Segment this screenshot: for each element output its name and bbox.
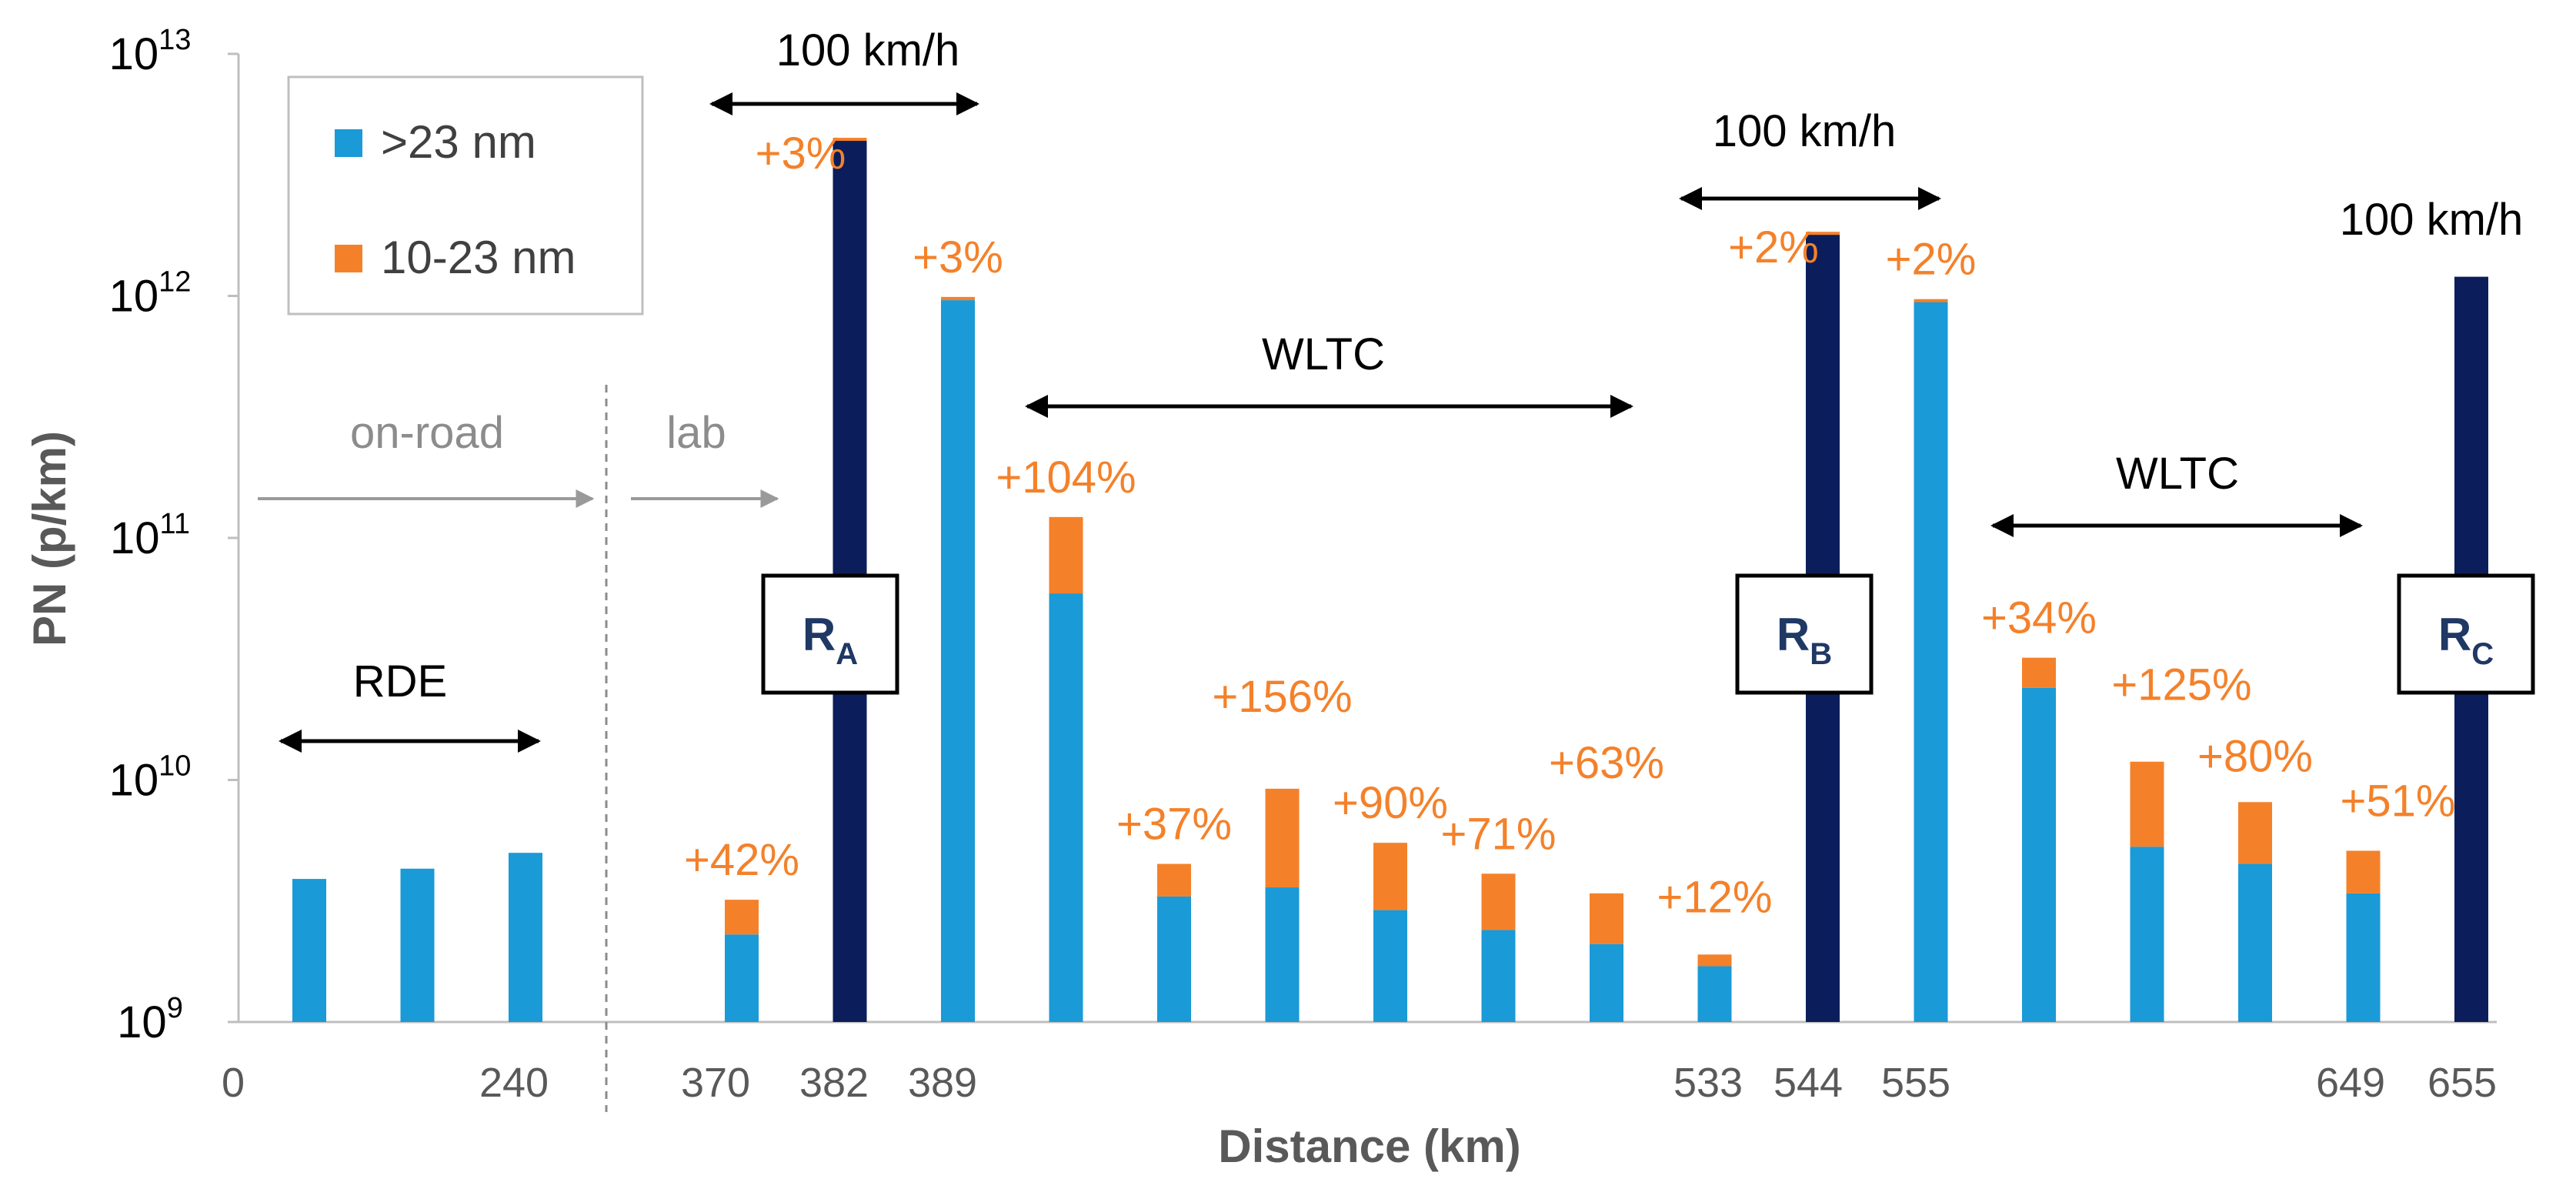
legend-box xyxy=(287,75,644,316)
bar-10-23nm xyxy=(2022,657,2056,688)
wltc-label-1: WLTC xyxy=(1262,329,1385,379)
percent-labels-group: +42% +3% +3% +104% +37% +156% +90%+71% +63% +12%… xyxy=(684,129,2455,922)
bar-10-23nm xyxy=(1157,863,1191,897)
x-tick-label: 544 xyxy=(1774,1060,1843,1106)
bar-over-23nm xyxy=(292,879,326,1022)
svg-text:RA: RA xyxy=(802,609,858,671)
regen-sub: A xyxy=(836,637,858,671)
bar-10-23nm xyxy=(2346,850,2381,893)
bar-over-23nm xyxy=(1590,944,1623,1022)
percent-label: +3% xyxy=(913,232,1003,282)
x-axis-title: Distance (km) xyxy=(1218,1121,1520,1172)
bar-10-23nm xyxy=(1373,843,1407,910)
bar-10-23nm xyxy=(833,138,867,142)
regen-sub: B xyxy=(1810,637,1832,671)
percent-label: +90% xyxy=(1333,778,1448,828)
x-tick-label: 649 xyxy=(2316,1060,2385,1106)
bar-over-23nm xyxy=(725,934,759,1022)
bar-10-23nm xyxy=(1914,299,1948,302)
y-axis-title: PN (p/km) xyxy=(24,431,75,646)
regen-box-b: RB xyxy=(1735,573,1874,695)
legend: >23 nm 10-23 nm xyxy=(287,75,644,316)
percent-label: +156% xyxy=(1212,672,1352,722)
bar-over-23nm xyxy=(1481,930,1516,1022)
x-tick-label: 655 xyxy=(2428,1060,2497,1106)
lab-label: lab xyxy=(666,408,726,458)
x-tick-label: 240 xyxy=(479,1060,549,1106)
bar-10-23nm xyxy=(941,296,975,301)
svg-text:RB: RB xyxy=(1777,609,1832,671)
svg-text:RC: RC xyxy=(2438,609,2494,671)
y-tick-label: 109 xyxy=(117,992,183,1047)
percent-label: +12% xyxy=(1657,872,1773,922)
x-tick-label: 382 xyxy=(799,1060,869,1106)
x-tick-label: 0 xyxy=(222,1060,245,1106)
bar-10-23nm xyxy=(2130,761,2164,847)
x-tick-label: 555 xyxy=(1881,1060,1950,1106)
regen-box-a: RA xyxy=(761,573,899,695)
percent-label: +2% xyxy=(1728,222,1819,272)
bar-over-23nm xyxy=(2022,687,2056,1022)
on-road-label: on-road xyxy=(350,408,504,458)
bar-10-23nm xyxy=(1697,954,1732,967)
regen-letter: R xyxy=(2438,609,2471,660)
bar-10-23nm xyxy=(725,900,759,935)
bar-over-23nm xyxy=(400,868,435,1022)
bar-10-23nm xyxy=(1806,232,1840,235)
y-axis-ticks: 109 1010 1011 1012 1013 xyxy=(109,24,239,1047)
y-tick-label: 1013 xyxy=(109,24,192,79)
regen-sub: C xyxy=(2471,637,2494,671)
percent-label: +63% xyxy=(1549,738,1664,788)
bar-over-23nm xyxy=(1697,966,1732,1022)
regen-letter: R xyxy=(802,609,836,660)
y-tick-label: 1012 xyxy=(109,266,192,322)
speed-label-c: 100 km/h xyxy=(2340,195,2524,245)
bar-10-23nm xyxy=(1049,516,1083,594)
wltc-label-2: WLTC xyxy=(2116,449,2239,499)
percent-label: +71% xyxy=(1441,809,1557,859)
bar-over-23nm xyxy=(941,300,975,1022)
y-tick-label: 1010 xyxy=(109,750,192,806)
bar-10-23nm xyxy=(1481,873,1516,930)
y-tick-label: 1011 xyxy=(110,508,190,563)
percent-label: +42% xyxy=(684,835,799,885)
percent-label: +51% xyxy=(2341,776,2456,826)
percent-label: +104% xyxy=(996,453,1136,503)
bar-over-23nm xyxy=(1914,301,1948,1022)
bar-10-23nm xyxy=(1590,893,1623,944)
bar-over-23nm xyxy=(2238,863,2272,1022)
legend-swatch-over23 xyxy=(335,129,362,157)
bar-over-23nm xyxy=(2130,847,2164,1022)
regen-box-c: RC xyxy=(2397,573,2535,695)
legend-label-over23: >23 nm xyxy=(381,116,536,168)
x-tick-label: 370 xyxy=(681,1060,750,1106)
speed-label-b: 100 km/h xyxy=(1713,106,1897,156)
rde-label: RDE xyxy=(353,656,447,706)
percent-label: +37% xyxy=(1116,800,1232,850)
bar-over-23nm xyxy=(1049,593,1083,1022)
x-tick-label: 389 xyxy=(908,1060,977,1106)
bar-over-23nm xyxy=(1265,887,1300,1022)
legend-swatch-10-23 xyxy=(335,245,362,272)
bar-10-23nm xyxy=(1265,788,1300,888)
percent-label: +80% xyxy=(2197,731,2313,781)
regen-letter: R xyxy=(1777,609,1810,660)
bar-over-23nm xyxy=(1373,910,1407,1022)
percent-label: +34% xyxy=(1981,593,2097,643)
bar-over-23nm xyxy=(2346,893,2381,1022)
legend-label-10-23: 10-23 nm xyxy=(381,232,576,283)
percent-label: +3% xyxy=(756,129,846,179)
percent-label: +2% xyxy=(1886,235,1977,285)
bar-over-23nm xyxy=(1157,896,1191,1022)
bar-over-23nm xyxy=(509,853,542,1022)
bar-10-23nm xyxy=(2238,802,2272,864)
speed-label-a: 100 km/h xyxy=(776,25,960,75)
x-tick-label: 533 xyxy=(1673,1060,1743,1106)
percent-label: +125% xyxy=(2111,660,2251,710)
